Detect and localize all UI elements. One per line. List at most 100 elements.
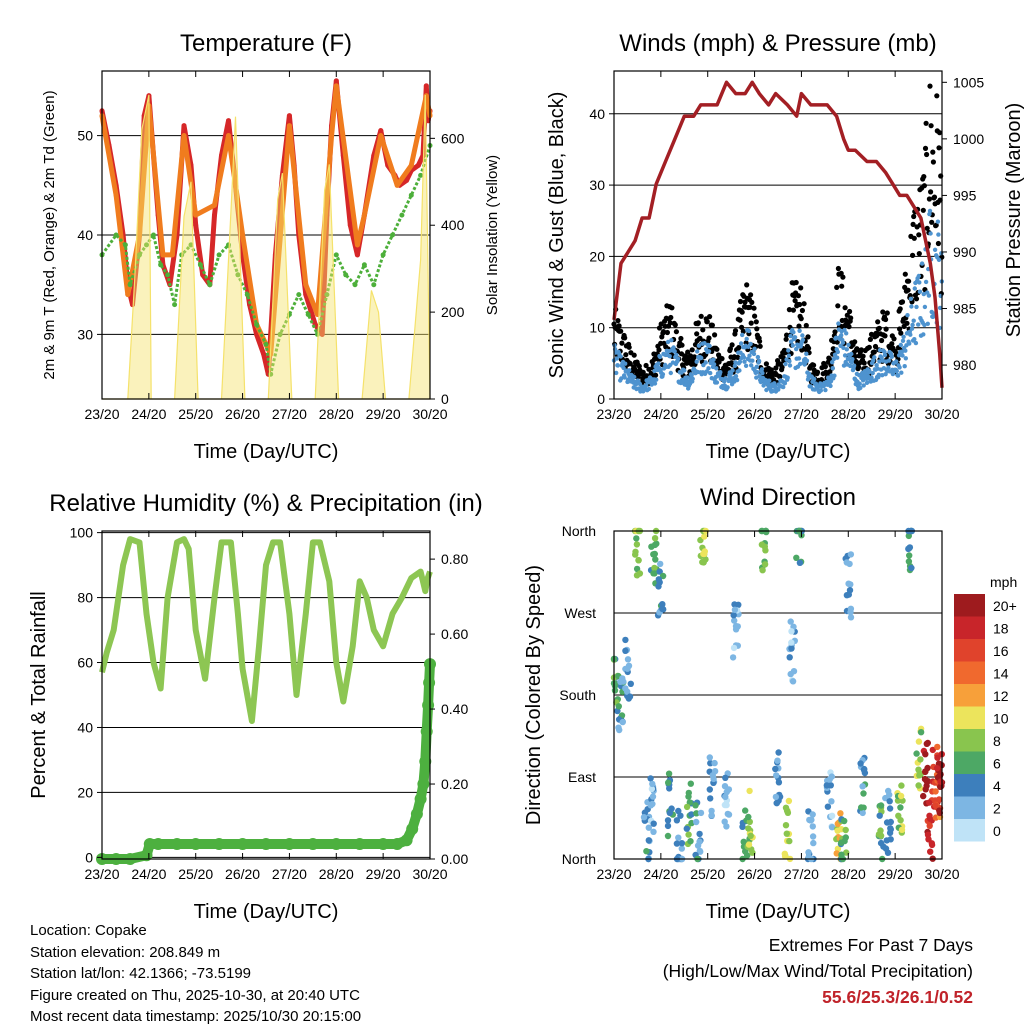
wind-point	[733, 374, 739, 379]
gust-point	[793, 279, 799, 286]
wind-point	[886, 365, 891, 370]
direction-point	[876, 812, 883, 819]
gust-point	[840, 274, 846, 280]
dewpoint-line	[100, 145, 432, 376]
gust-point	[860, 353, 866, 359]
wind-point	[682, 368, 687, 373]
wind-point	[667, 354, 672, 359]
gust-point	[707, 314, 713, 320]
y-right-tick-label: 980	[953, 357, 977, 373]
wind-point	[858, 385, 863, 391]
direction-point	[809, 823, 816, 830]
temp-point	[226, 118, 231, 124]
x-tick-label: 28/20	[831, 866, 866, 882]
direction-point	[932, 802, 939, 809]
wind-point	[738, 341, 744, 346]
wind-point	[797, 361, 803, 367]
temp-point	[169, 252, 175, 258]
wind-point	[830, 360, 835, 365]
gust-point	[805, 334, 811, 340]
wind-point	[800, 337, 806, 343]
colorbar-swatch	[954, 706, 985, 729]
gust-point	[777, 374, 783, 380]
direction-point	[655, 583, 662, 590]
wind-point	[618, 354, 623, 359]
gust-point	[747, 304, 753, 310]
gust-point	[742, 299, 748, 305]
gust-point	[773, 365, 779, 371]
direction-point	[633, 565, 641, 573]
direction-point	[788, 639, 795, 646]
direction-point	[805, 849, 812, 856]
humidity-panel: Relative Humidity (%) & Precipitation (i…	[28, 490, 483, 923]
gust-point	[706, 335, 712, 341]
x-tick-label: 27/20	[784, 866, 819, 882]
gust-point	[911, 235, 917, 241]
direction-point	[828, 824, 836, 831]
temp-point	[415, 162, 421, 168]
wind-point	[788, 333, 793, 339]
gust-point	[921, 183, 928, 189]
wind-point	[894, 359, 899, 364]
winds-x-axis-label: Time (Day/UTC)	[706, 441, 851, 463]
direction-point	[624, 665, 631, 672]
direction-point	[693, 810, 700, 817]
direction-point	[701, 533, 708, 540]
wind-point	[646, 386, 652, 392]
colorbar-swatch	[954, 684, 985, 707]
direction-point	[783, 830, 790, 837]
wind-point	[706, 366, 711, 371]
wind-point	[654, 377, 659, 382]
direction-point	[894, 797, 902, 804]
direction-point	[730, 644, 738, 652]
direction-point	[842, 826, 849, 834]
temperature-x-axis-label: Time (Day/UTC)	[194, 441, 339, 463]
gust-point	[852, 339, 858, 345]
gust-point	[930, 149, 936, 155]
temp-point	[261, 351, 267, 357]
colorbar-swatch	[954, 751, 985, 774]
x-tick-label: 27/20	[272, 406, 307, 422]
gust-point	[616, 323, 622, 329]
direction-point	[859, 809, 866, 817]
gust-point	[779, 364, 785, 370]
gust-point	[799, 307, 806, 314]
temperature-panel: Temperature (F) 23/20 24/20 25/20 26/20 27/2…	[41, 30, 501, 463]
temp-point	[347, 222, 353, 228]
direction-point	[789, 678, 797, 685]
created-text: Figure created on Thu, 2025-10-30, at 20…	[30, 986, 360, 1004]
temp-point	[286, 123, 292, 129]
temp-point	[333, 83, 339, 89]
wind-point	[725, 385, 730, 390]
direction-point	[731, 606, 739, 613]
wind-point	[755, 354, 761, 360]
direction-point	[645, 824, 652, 831]
wind-point	[925, 321, 930, 326]
gust-point	[753, 319, 759, 325]
dewpoint-point	[305, 312, 311, 317]
gust-point	[736, 345, 742, 351]
y-tick-label: West	[564, 605, 596, 621]
direction-point	[633, 541, 641, 548]
wind-point	[899, 349, 905, 354]
gust-point	[928, 123, 934, 129]
y-right-tick-label: 400	[441, 217, 465, 233]
gust-point	[935, 240, 942, 247]
gust-point	[622, 335, 628, 341]
wind-point	[876, 372, 881, 377]
wind-point	[621, 365, 626, 371]
direction-point	[622, 636, 629, 644]
direction-point	[877, 832, 885, 839]
direction-point	[847, 614, 855, 621]
direction-point	[895, 812, 902, 819]
wind-point	[882, 352, 888, 358]
direction-point	[687, 780, 694, 787]
wind-point	[671, 345, 676, 350]
direction-point	[708, 812, 715, 819]
wind-point	[900, 338, 906, 343]
direction-point	[838, 851, 845, 858]
wind-point	[823, 387, 828, 393]
dewpoint-point	[235, 272, 241, 278]
wind-point	[870, 370, 875, 376]
direction-point	[697, 848, 704, 855]
